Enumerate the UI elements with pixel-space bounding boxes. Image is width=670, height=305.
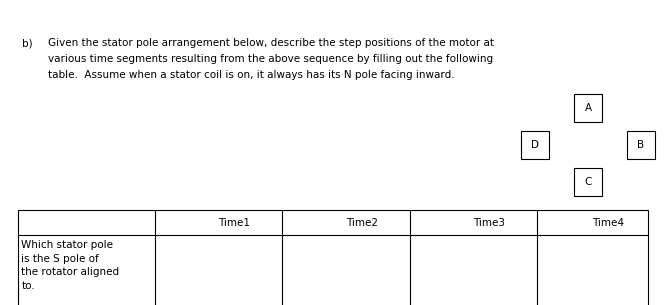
Bar <box>627 131 655 159</box>
Text: C: C <box>584 177 592 187</box>
Text: Time3: Time3 <box>474 217 505 228</box>
Text: table.  Assume when a stator coil is on, it always has its N pole facing inward.: table. Assume when a stator coil is on, … <box>48 70 455 80</box>
Text: b): b) <box>22 38 33 48</box>
Bar <box>574 94 602 122</box>
Text: Given the stator pole arrangement below, describe the step positions of the moto: Given the stator pole arrangement below,… <box>48 38 494 48</box>
Text: Time4: Time4 <box>592 217 624 228</box>
Text: B: B <box>637 140 645 150</box>
Bar <box>574 168 602 196</box>
Text: D: D <box>531 140 539 150</box>
Text: various time segments resulting from the above sequence by filling out the follo: various time segments resulting from the… <box>48 54 493 64</box>
Bar <box>18 210 648 305</box>
Text: Time1: Time1 <box>218 217 251 228</box>
Bar <box>521 131 549 159</box>
Text: Which stator pole
is the S pole of
the rotator aligned
to.: Which stator pole is the S pole of the r… <box>21 240 119 291</box>
Text: A: A <box>584 103 592 113</box>
Text: Time2: Time2 <box>346 217 378 228</box>
